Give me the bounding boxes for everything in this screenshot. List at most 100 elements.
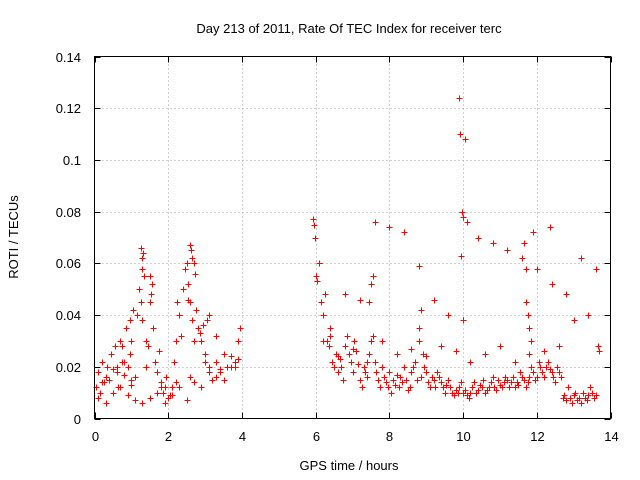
data-point xyxy=(125,392,132,399)
data-point xyxy=(316,260,323,267)
data-point xyxy=(414,377,421,384)
data-point xyxy=(408,346,415,353)
data-point xyxy=(156,348,163,355)
data-point xyxy=(331,364,338,371)
data-point xyxy=(563,291,570,298)
data-point xyxy=(578,255,585,262)
data-point xyxy=(458,379,465,386)
data-point xyxy=(350,346,357,353)
data-point xyxy=(379,364,386,371)
data-point xyxy=(357,377,364,384)
data-point xyxy=(370,333,377,340)
data-point xyxy=(504,377,511,384)
data-point xyxy=(322,291,329,298)
data-point xyxy=(447,384,454,391)
data-point xyxy=(541,348,548,355)
data-point xyxy=(545,359,552,366)
data-point xyxy=(530,229,537,236)
data-point xyxy=(423,353,430,360)
data-point xyxy=(97,390,104,397)
data-point xyxy=(521,240,528,247)
grid-lines xyxy=(94,56,611,419)
data-point xyxy=(523,266,530,273)
data-point xyxy=(534,266,541,273)
data-point xyxy=(526,351,533,358)
data-point xyxy=(458,253,465,260)
data-point xyxy=(541,374,548,381)
data-point xyxy=(148,291,155,298)
data-point xyxy=(364,374,371,381)
data-point xyxy=(464,219,471,226)
data-point xyxy=(213,374,220,381)
data-point xyxy=(217,366,224,373)
data-point xyxy=(206,312,213,319)
data-point xyxy=(537,364,544,371)
data-point xyxy=(495,377,502,384)
data-point xyxy=(480,377,487,384)
data-point xyxy=(173,338,180,345)
data-point xyxy=(117,384,124,391)
data-point xyxy=(438,343,445,350)
data-point xyxy=(173,379,180,386)
data-point xyxy=(456,95,463,102)
data-point xyxy=(202,351,209,358)
data-point xyxy=(200,322,207,329)
data-point xyxy=(593,266,600,273)
data-point xyxy=(326,343,333,350)
data-point xyxy=(379,338,386,345)
data-point xyxy=(139,255,146,262)
data-point xyxy=(221,351,228,358)
data-point xyxy=(188,247,195,254)
y-axis-label: ROTI / TECUs xyxy=(6,195,21,279)
data-point xyxy=(526,325,533,332)
data-point xyxy=(132,397,139,404)
data-point xyxy=(232,364,239,371)
data-point xyxy=(106,377,113,384)
data-point xyxy=(558,374,565,381)
data-point xyxy=(335,369,342,376)
data-point xyxy=(119,343,126,350)
data-point xyxy=(235,338,242,345)
data-point xyxy=(471,379,478,386)
data-point xyxy=(163,374,170,381)
data-point xyxy=(390,377,397,384)
x-tick-label: 4 xyxy=(239,429,246,444)
data-point xyxy=(361,364,368,371)
data-point xyxy=(431,297,438,304)
data-point xyxy=(311,222,318,229)
data-point xyxy=(99,359,106,366)
data-point xyxy=(169,384,176,391)
data-point xyxy=(423,369,430,376)
data-point xyxy=(431,377,438,384)
data-point xyxy=(386,369,393,376)
data-point xyxy=(189,255,196,262)
data-point xyxy=(488,379,495,386)
data-point xyxy=(147,273,154,280)
data-point xyxy=(397,374,404,381)
data-point xyxy=(408,369,415,376)
x-tick-label: 12 xyxy=(530,429,544,444)
data-point xyxy=(176,312,183,319)
data-point xyxy=(228,353,235,360)
data-point xyxy=(204,317,211,324)
data-point xyxy=(368,338,375,345)
data-point xyxy=(127,351,134,358)
data-point xyxy=(490,240,497,247)
data-point xyxy=(187,242,194,249)
data-point xyxy=(103,374,110,381)
data-point xyxy=(416,338,423,345)
data-point xyxy=(515,382,522,389)
data-point xyxy=(580,390,587,397)
data-point xyxy=(123,325,130,332)
data-point xyxy=(139,400,146,407)
x-tick-label: 8 xyxy=(386,429,393,444)
data-point xyxy=(432,384,439,391)
data-point xyxy=(366,299,373,306)
data-point xyxy=(344,333,351,340)
data-point xyxy=(318,299,325,306)
data-point xyxy=(112,343,119,350)
data-point xyxy=(150,325,157,332)
data-point xyxy=(549,369,556,376)
data-point xyxy=(506,384,513,391)
data-point xyxy=(396,384,403,391)
